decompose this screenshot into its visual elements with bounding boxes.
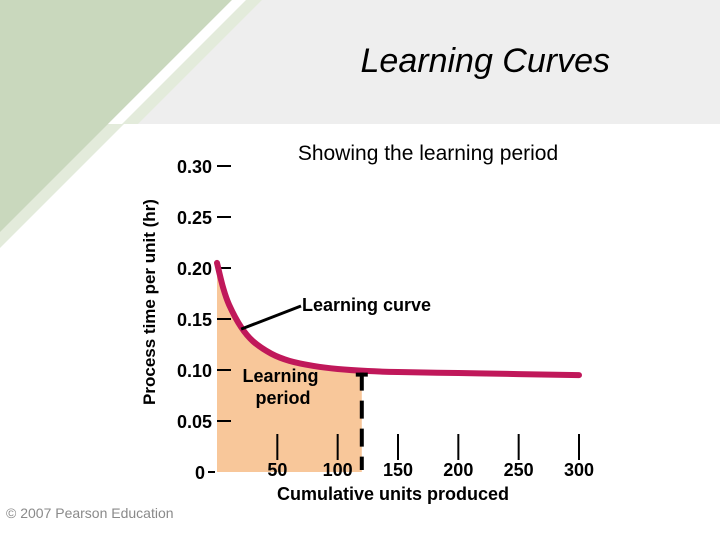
x-axis: 50 100 150 200 250 300 bbox=[267, 434, 594, 480]
x-axis-label: Cumulative units produced bbox=[277, 484, 509, 504]
y-axis: 0 0.05 0.10 0.15 0.20 0.25 0.30 bbox=[177, 157, 231, 483]
learning-period-annotation-line-1: Learning bbox=[242, 366, 318, 386]
slide-title: Learning Curves bbox=[360, 42, 610, 80]
x-tick-label: 50 bbox=[267, 460, 287, 480]
y-tick-label: 0.20 bbox=[177, 259, 212, 279]
x-tick-label: 100 bbox=[323, 460, 353, 480]
y-tick-label: 0 bbox=[195, 463, 205, 483]
banner-left-green bbox=[0, 124, 108, 232]
x-tick-label: 250 bbox=[504, 460, 534, 480]
learning-curve-line bbox=[214, 259, 582, 379]
y-tick-label: 0.05 bbox=[177, 412, 212, 432]
x-tick-label: 150 bbox=[383, 460, 413, 480]
copyright-notice: © 2007 Pearson Education bbox=[6, 505, 174, 521]
learning-period-area bbox=[217, 262, 362, 472]
y-axis-label: Process time per unit (hr) bbox=[140, 199, 159, 405]
learning-curve-leader bbox=[240, 304, 302, 331]
banner-white-cover bbox=[0, 124, 720, 540]
x-tick-label: 300 bbox=[564, 460, 594, 480]
learning-curve-annotation: Learning curve bbox=[302, 295, 431, 315]
y-tick-label: 0.15 bbox=[177, 310, 212, 330]
y-tick-label: 0.10 bbox=[177, 361, 212, 381]
learning-period-annotation: Learning period bbox=[242, 366, 323, 408]
chart-title: Showing the learning period bbox=[298, 142, 558, 165]
x-tick-label: 200 bbox=[443, 460, 473, 480]
y-tick-label: 0.25 bbox=[177, 208, 212, 228]
y-tick-label: 0.30 bbox=[177, 157, 212, 177]
learning-period-annotation-line-2: period bbox=[255, 388, 310, 408]
